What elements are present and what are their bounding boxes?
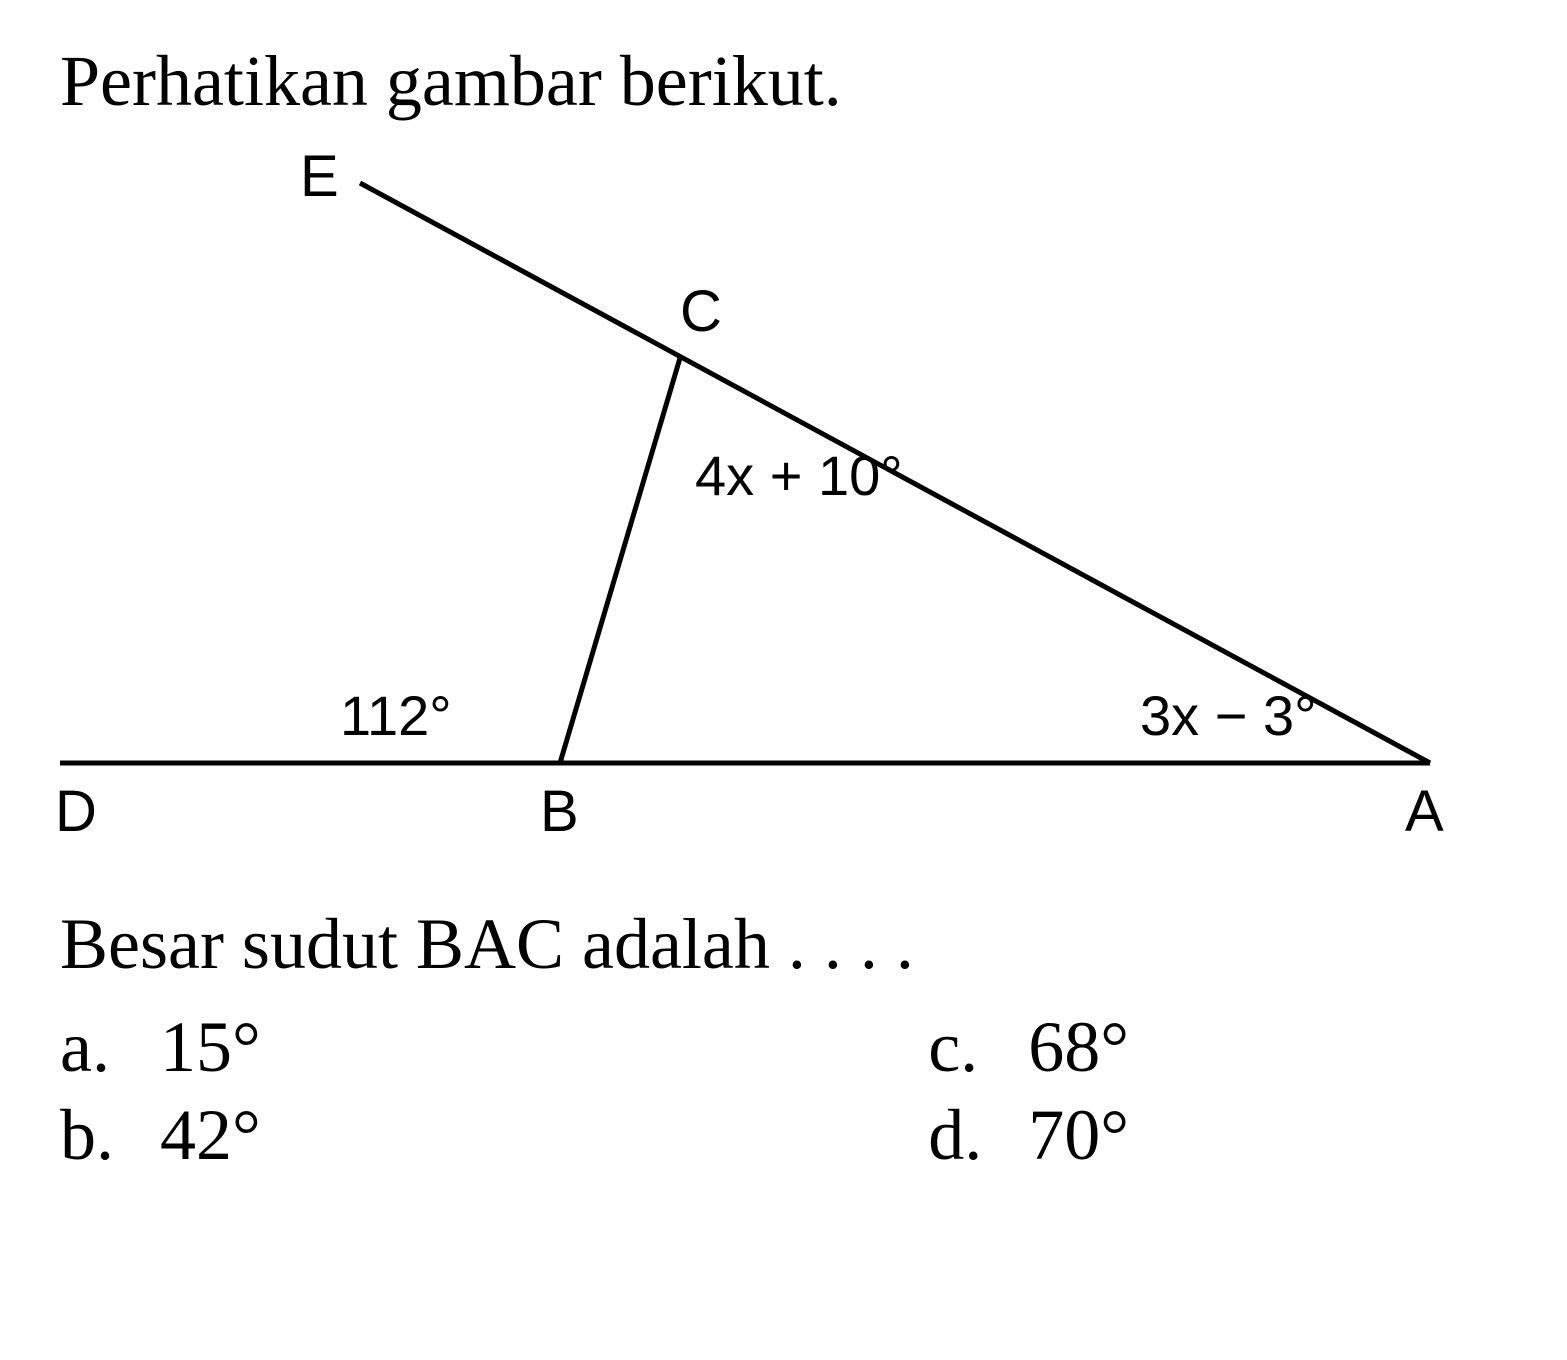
option-d: d. 70° [928,1094,1507,1177]
options-container: a. 15° b. 42° c. 68° d. 70° [60,1006,1507,1182]
geometry-diagram: E C D B A 4x + 10° 112° 3x − 3° [60,143,1460,893]
option-d-letter: d. [928,1094,1028,1177]
problem-title: Perhatikan gambar berikut. [60,40,1507,123]
option-a: a. 15° [60,1006,928,1089]
line-BC [560,358,680,763]
options-right-column: c. 68° d. 70° [928,1006,1507,1182]
question-text: Besar sudut BAC adalah . . . . [60,903,1507,986]
option-c-value: 68° [1028,1006,1507,1089]
point-D-label: D [55,778,97,845]
option-b-value: 42° [160,1094,928,1177]
angle-C-label: 4x + 10° [695,443,903,508]
diagram-svg [60,143,1460,893]
option-b: b. 42° [60,1094,928,1177]
angle-A-label: 3x − 3° [1140,683,1317,748]
option-d-value: 70° [1028,1094,1507,1177]
point-C-label: C [680,278,722,345]
option-a-letter: a. [60,1006,160,1089]
option-a-value: 15° [160,1006,928,1089]
option-c: c. 68° [928,1006,1507,1089]
point-A-label: A [1405,778,1444,845]
angle-DBC-label: 112° [340,683,452,748]
option-c-letter: c. [928,1006,1028,1089]
point-B-label: B [540,778,579,845]
options-left-column: a. 15° b. 42° [60,1006,928,1182]
point-E-label: E [300,143,339,210]
option-b-letter: b. [60,1094,160,1177]
